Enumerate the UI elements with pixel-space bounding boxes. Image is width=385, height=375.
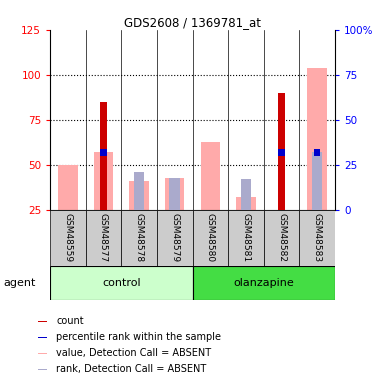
Text: count: count <box>56 316 84 326</box>
Text: GSM48577: GSM48577 <box>99 213 108 262</box>
Bar <box>121 210 157 266</box>
Bar <box>100 102 107 210</box>
Bar <box>85 210 121 266</box>
Bar <box>100 149 107 156</box>
Bar <box>134 172 144 210</box>
Bar <box>314 149 320 156</box>
Bar <box>307 68 327 210</box>
Bar <box>264 210 300 266</box>
Text: agent: agent <box>4 278 36 288</box>
Text: value, Detection Call = ABSENT: value, Detection Call = ABSENT <box>56 348 211 358</box>
Bar <box>169 178 180 210</box>
Bar <box>94 152 113 210</box>
Title: GDS2608 / 1369781_at: GDS2608 / 1369781_at <box>124 16 261 29</box>
Bar <box>192 210 228 266</box>
Bar <box>58 165 78 210</box>
Text: control: control <box>102 278 141 288</box>
Bar <box>50 210 85 266</box>
Text: GSM48580: GSM48580 <box>206 213 215 262</box>
Text: rank, Detection Call = ABSENT: rank, Detection Call = ABSENT <box>56 364 206 374</box>
Bar <box>236 197 256 210</box>
Bar <box>278 149 285 156</box>
Text: GSM48581: GSM48581 <box>241 213 250 262</box>
Text: olanzapine: olanzapine <box>233 278 294 288</box>
Bar <box>129 181 149 210</box>
Bar <box>241 179 251 210</box>
Text: percentile rank within the sample: percentile rank within the sample <box>56 332 221 342</box>
Text: GSM48559: GSM48559 <box>64 213 72 262</box>
Bar <box>157 210 192 266</box>
Bar <box>201 142 220 210</box>
Bar <box>192 266 335 300</box>
Text: GSM48578: GSM48578 <box>135 213 144 262</box>
Bar <box>278 93 285 210</box>
Bar <box>300 210 335 266</box>
Text: GSM48583: GSM48583 <box>313 213 321 262</box>
Text: GSM48582: GSM48582 <box>277 213 286 262</box>
Bar <box>312 152 323 210</box>
Bar <box>50 266 192 300</box>
Text: GSM48579: GSM48579 <box>170 213 179 262</box>
Bar <box>165 178 184 210</box>
Bar <box>228 210 264 266</box>
